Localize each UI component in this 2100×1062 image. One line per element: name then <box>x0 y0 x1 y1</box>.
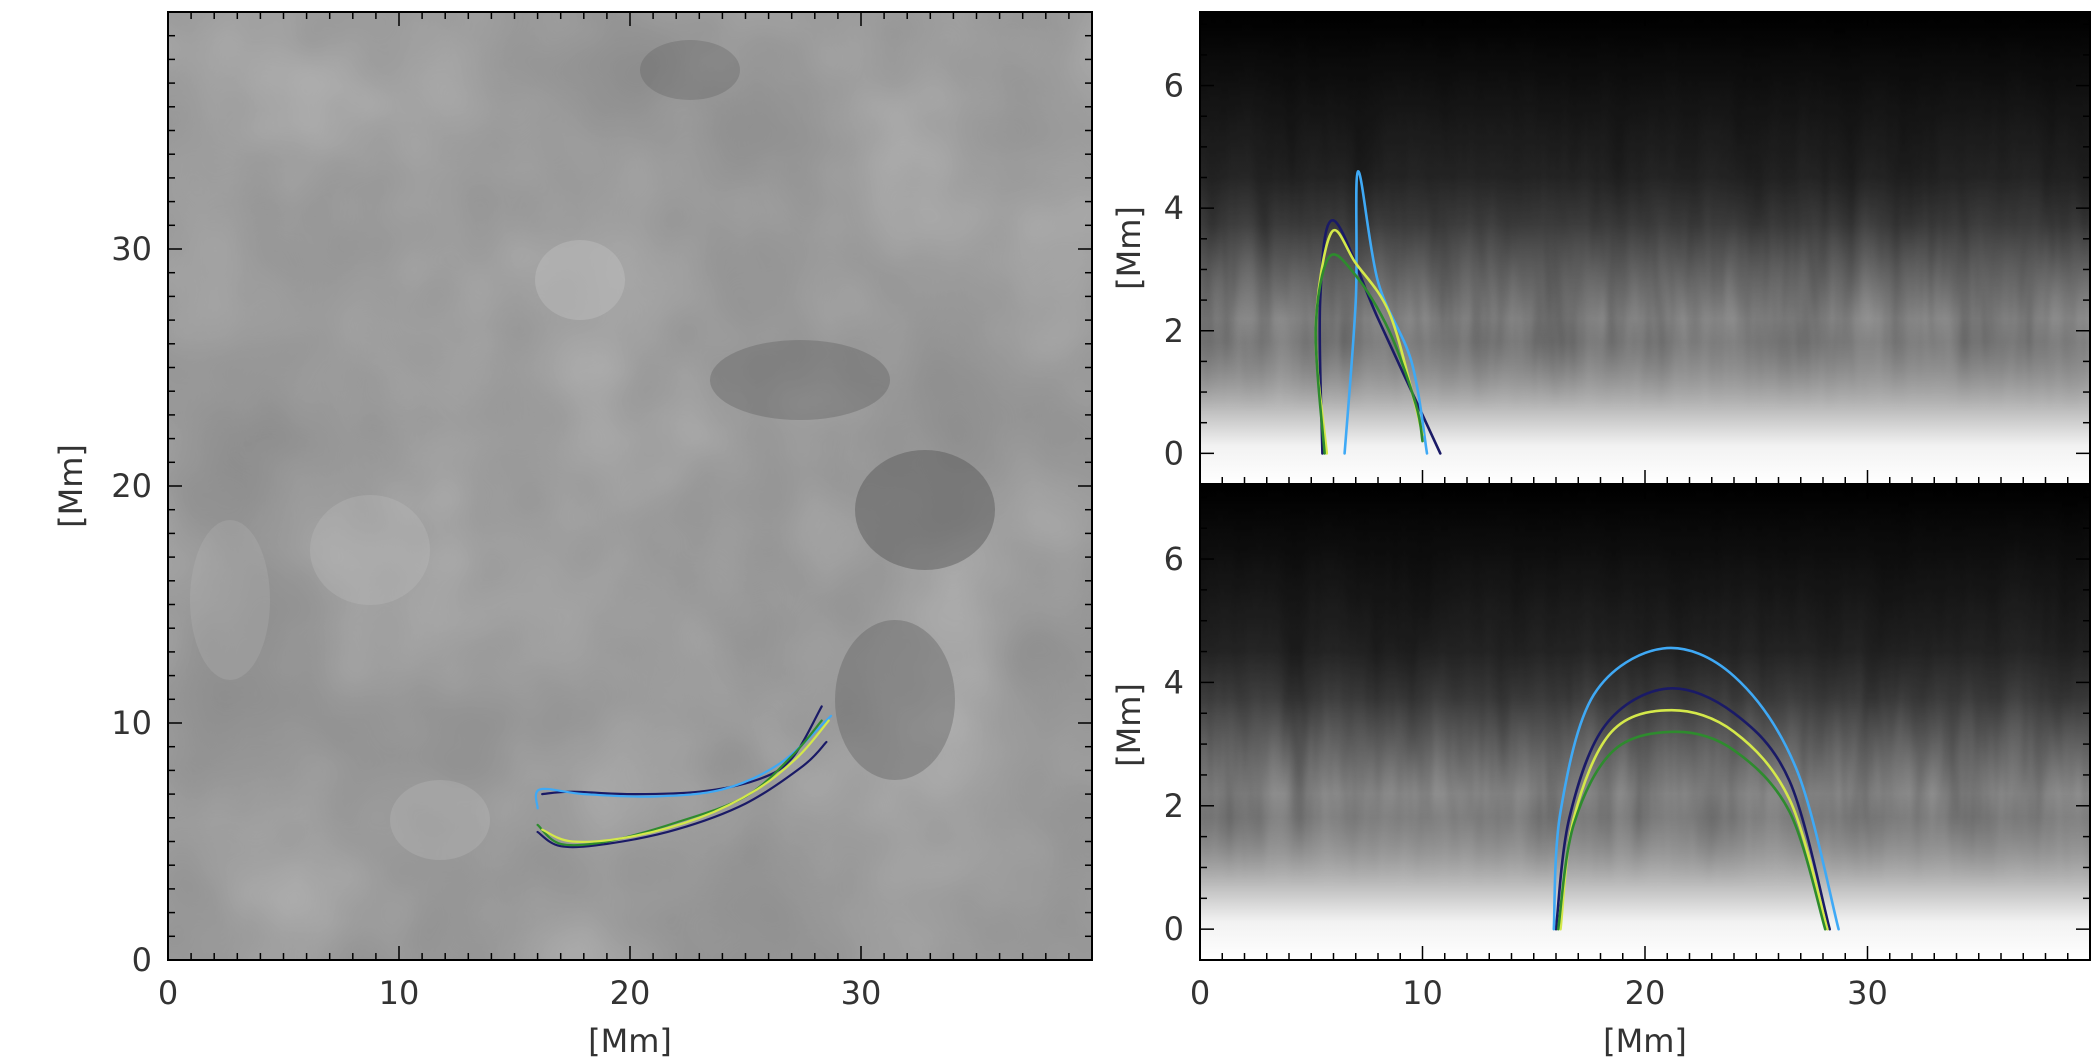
rt-y-tick-label: 6 <box>1164 67 1184 105</box>
left-x-tick-label: 0 <box>158 974 178 1012</box>
rt-field-line-4 <box>1314 253 1424 455</box>
right-bottom-xlabel: [Mm] <box>1603 1022 1687 1060</box>
right-top-panel: 0 2 4 6 <box>1164 11 2091 485</box>
left-panel: 0 10 20 30 0 10 20 30 <box>111 11 1093 1012</box>
left-ylabel: [Mm] <box>52 444 90 528</box>
rb-y-tick-label: 4 <box>1164 663 1184 701</box>
right-bottom-ylabel: [Mm] <box>1110 683 1148 767</box>
left-x-tick-label: 10 <box>379 974 420 1012</box>
right-top-ylabel: [Mm] <box>1110 206 1148 290</box>
rb-field-line-4 <box>1556 730 1827 931</box>
rb-field-line-3 <box>1559 708 1829 931</box>
rb-field-line-2 <box>1552 646 1840 931</box>
left-field-line-1 <box>541 705 823 796</box>
rb-x-tick-label: 20 <box>1625 974 1666 1012</box>
rb-x-tick-label: 10 <box>1402 974 1443 1012</box>
rb-y-tick-label: 0 <box>1164 910 1184 948</box>
rt-y-tick-label: 4 <box>1164 189 1184 227</box>
rt-y-tick-label: 2 <box>1164 312 1184 350</box>
left-field-line-2 <box>534 714 833 810</box>
rb-field-line-1 <box>1554 687 1831 931</box>
rb-y-tick-label: 6 <box>1164 540 1184 578</box>
rb-x-tick-label: 30 <box>1847 974 1888 1012</box>
rt-field-line-1 <box>1318 219 1442 455</box>
rt-y-tick-label: 0 <box>1164 434 1184 472</box>
right-bottom-panel: 0 10 20 30 0 2 4 6 <box>1164 484 2091 1012</box>
rt-field-line-2 <box>1343 170 1429 455</box>
left-field-line-3 <box>536 740 828 849</box>
left-x-tick-label: 30 <box>841 974 882 1012</box>
left-xlabel: [Mm] <box>588 1022 672 1060</box>
left-y-tick-label: 20 <box>111 467 152 505</box>
left-y-tick-label: 10 <box>111 704 152 742</box>
left-y-tick-label: 0 <box>132 941 152 979</box>
left-field-line-4 <box>536 719 823 847</box>
rb-y-tick-label: 2 <box>1164 787 1184 825</box>
rb-x-tick-label: 0 <box>1190 974 1210 1012</box>
left-field-line-5 <box>541 719 830 843</box>
left-x-tick-label: 20 <box>610 974 651 1012</box>
left-y-tick-label: 30 <box>111 230 152 268</box>
